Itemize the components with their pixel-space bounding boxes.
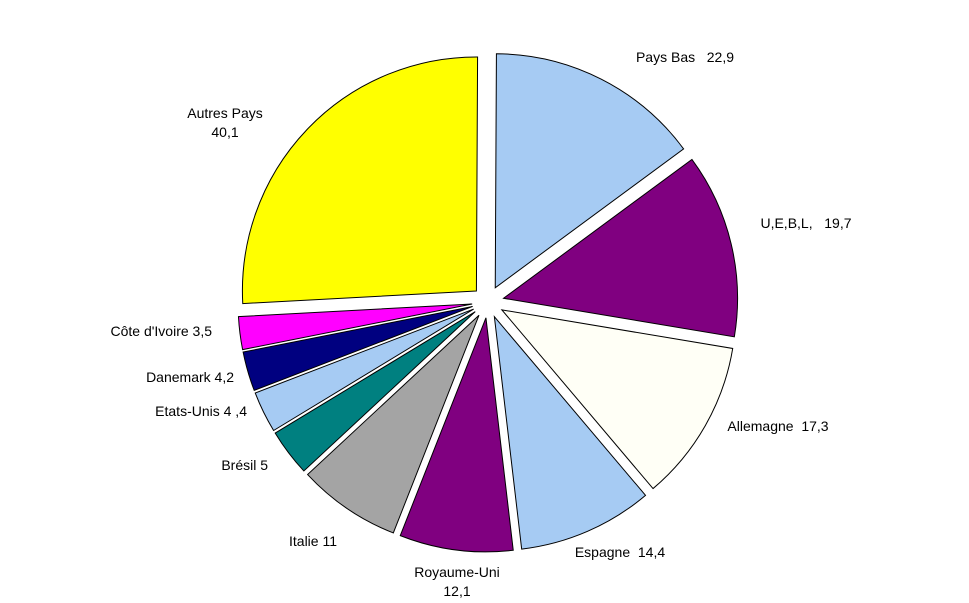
slice-label-c-te-d-ivoire: Côte d'Ivoire 3,5 — [110, 323, 212, 339]
slice-label-autres-pays: Autres Pays 40,1 — [187, 105, 262, 140]
slice-label-etats-unis: Etats-Unis 4 ,4 — [155, 403, 247, 419]
pie-slice-royaume-uni — [399, 317, 514, 553]
slice-label-pays-bas: Pays Bas 22,9 — [636, 49, 734, 65]
pie-slice-danemark — [242, 305, 473, 392]
pie-slice-etats-unis — [254, 308, 474, 432]
slice-label-br-sil: Brésil 5 — [221, 457, 268, 473]
pie-slice-c-te-d-ivoire — [237, 303, 473, 351]
pie-slice-allemagne — [500, 309, 734, 490]
pie-slice-italie — [306, 314, 480, 534]
pie-slice-autres-pays — [241, 56, 479, 305]
slice-label-italie: Italie 11 — [289, 533, 337, 549]
pie-slice-pays-bas — [494, 53, 685, 289]
pie-slice-u-e-b-l — [502, 158, 739, 338]
slice-label-danemark: Danemark 4,2 — [146, 369, 234, 385]
pie-slice-espagne — [493, 315, 647, 550]
pie-slice-br-sil — [274, 311, 476, 472]
slice-label-royaume-uni: Royaume-Uni 12,1 — [414, 564, 500, 599]
slice-label-allemagne: Allemagne 17,3 — [727, 418, 828, 434]
slice-label-espagne: Espagne 14,4 — [575, 544, 666, 560]
slice-label-u-e-b-l: U,E,B,L, 19,7 — [760, 215, 851, 231]
